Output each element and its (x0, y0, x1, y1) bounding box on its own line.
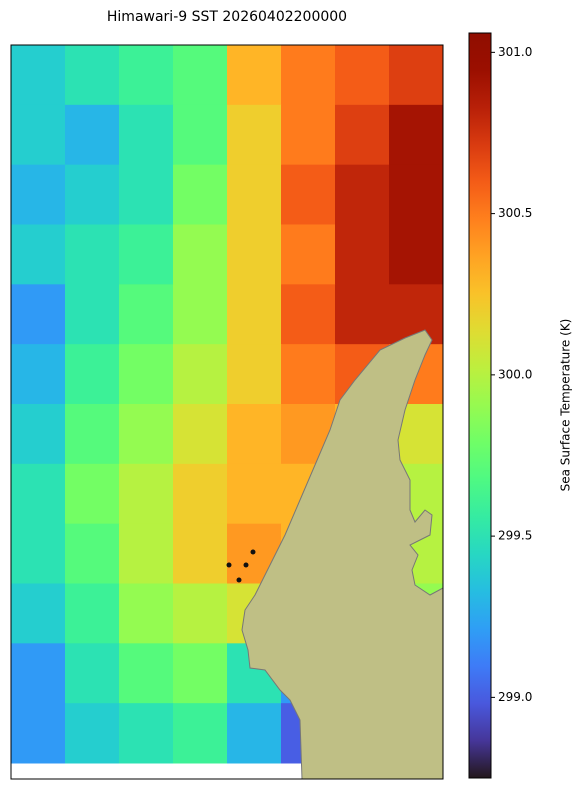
heatmap-cell (11, 284, 66, 345)
heatmap-cell (173, 164, 228, 225)
heatmap-cell (65, 104, 120, 166)
heatmap-cell (227, 404, 282, 465)
heatmap-cell (281, 344, 336, 405)
heatmap-cell (173, 45, 228, 106)
buoy-markers (226, 549, 256, 583)
heatmap-cell (389, 224, 444, 285)
heatmap-cell (119, 643, 174, 704)
heatmap-cell (227, 344, 282, 405)
heatmap-cell (119, 224, 174, 285)
heatmap-cell (65, 643, 120, 704)
axes-frame (10, 44, 444, 780)
heatmap-cell (389, 104, 444, 166)
marker (226, 562, 232, 568)
marker (243, 562, 249, 568)
heatmap-cell (119, 523, 174, 584)
heatmap-cell (173, 523, 228, 584)
heatmap-cell (65, 583, 120, 644)
colorbar-tick-label: 300.0 (498, 367, 532, 381)
heatmap-cell (227, 463, 282, 525)
heatmap-cell (335, 224, 390, 285)
heatmap-cell (119, 104, 174, 166)
heatmap-cell (227, 224, 282, 285)
heatmap-cell (281, 224, 336, 285)
heatmap-cell (11, 104, 66, 166)
heatmap-cell (173, 404, 228, 465)
heatmap-cell (227, 45, 282, 106)
heatmap-cell (281, 164, 336, 225)
heatmap-cell (173, 284, 228, 345)
heatmap-cell (173, 104, 228, 166)
heatmap-cell (335, 284, 390, 345)
colorbar (468, 32, 492, 779)
colorbar-tick-label: 299.0 (498, 690, 532, 704)
heatmap-cell (119, 164, 174, 225)
heatmap-cell (11, 224, 66, 285)
heatmap-cell (65, 224, 120, 285)
heatmap-cell (119, 45, 174, 106)
marker (250, 549, 256, 555)
heatmap-cell (65, 344, 120, 405)
heatmap-cell (173, 643, 228, 704)
heatmap-cell (335, 104, 390, 166)
heatmap-cell (65, 284, 120, 345)
heatmap-cell (11, 164, 66, 225)
heatmap-cell (227, 104, 282, 166)
heatmap-cell (281, 104, 336, 166)
heatmap-cell (119, 463, 174, 525)
colorbar-tick-label: 301.0 (498, 45, 532, 59)
heatmap-cell (173, 224, 228, 285)
heatmap-cell (65, 463, 120, 525)
heatmap-cell (11, 463, 66, 525)
colorbar-label: Sea Surface Temperature (K) (559, 319, 573, 492)
heatmap-cell (11, 583, 66, 644)
heatmap-cell (11, 344, 66, 405)
heatmap-cell (119, 583, 174, 644)
heatmap-cell (65, 45, 120, 106)
heatmap-cell (65, 164, 120, 225)
heatmap-cell (11, 643, 66, 704)
heatmap-cell (173, 463, 228, 525)
heatmap-cell (119, 703, 174, 764)
heatmap-cell (65, 523, 120, 584)
heatmap-cell (389, 164, 444, 225)
heatmap-cell (65, 703, 120, 764)
heatmap-cell (173, 344, 228, 405)
heatmap-cell (119, 404, 174, 465)
heatmap-cell (227, 284, 282, 345)
heatmap-cell (11, 523, 66, 584)
marker (236, 577, 242, 583)
heatmap-cell (335, 45, 390, 106)
heatmap-cell (173, 583, 228, 644)
heatmap-cell (11, 45, 66, 106)
heatmap-cell (227, 164, 282, 225)
heatmap-cell (65, 404, 120, 465)
heatmap-cell (281, 45, 336, 106)
heatmap-cell (173, 703, 228, 764)
chart-title: Himawari-9 SST 20260402200000 (107, 9, 347, 25)
heatmap-cell (119, 344, 174, 405)
colorbar-tick-label: 300.5 (498, 206, 532, 220)
colorbar-tick-label: 299.5 (498, 529, 532, 543)
heatmap-cell (119, 284, 174, 345)
heatmap-cell (281, 284, 336, 345)
heatmap-cell (11, 703, 66, 764)
heatmap-cell (227, 703, 282, 764)
heatmap-cell (335, 164, 390, 225)
heatmap-cell (389, 45, 444, 106)
heatmap-cell (11, 404, 66, 465)
